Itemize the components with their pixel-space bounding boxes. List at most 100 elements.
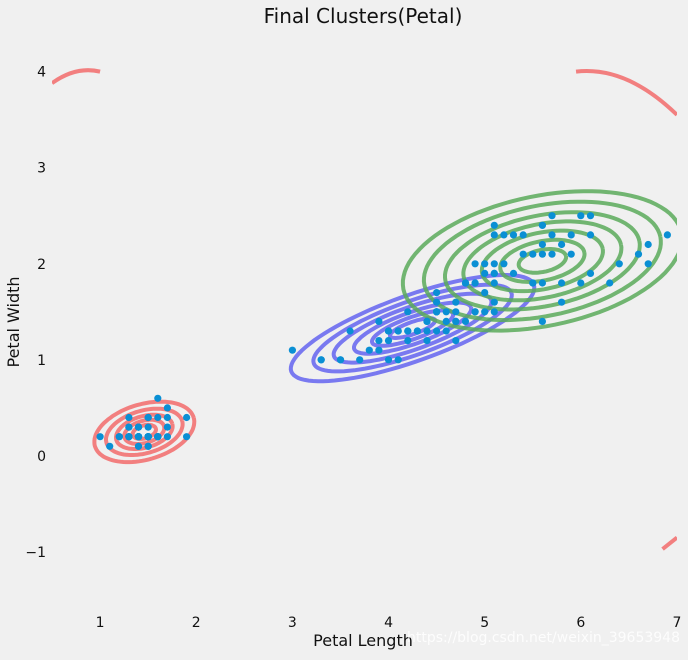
data-point xyxy=(471,308,479,316)
x-tick-label: 4 xyxy=(384,615,393,631)
cluster-3-contour xyxy=(516,247,569,275)
data-point xyxy=(144,413,152,422)
data-point xyxy=(471,260,479,268)
data-point xyxy=(500,260,508,268)
data-point xyxy=(288,346,296,354)
data-point xyxy=(384,327,393,335)
y-tick-label: 2 xyxy=(37,257,46,273)
data-point xyxy=(317,356,325,364)
data-point xyxy=(644,260,652,268)
data-point xyxy=(586,212,595,220)
data-point xyxy=(558,240,566,249)
data-point xyxy=(433,289,441,297)
y-axis-ticks: −1 0 1 2 3 4 xyxy=(25,65,46,561)
cluster-1-contour xyxy=(114,412,175,451)
data-point xyxy=(490,279,498,287)
data-point xyxy=(538,221,547,229)
data-point xyxy=(404,327,412,335)
cluster-1-contour xyxy=(92,399,197,465)
data-point xyxy=(481,269,489,277)
x-axis-label: Petal Length xyxy=(313,631,413,650)
data-point xyxy=(433,308,441,316)
y-axis-label: Petal Width xyxy=(4,276,23,367)
data-point xyxy=(442,317,450,325)
data-point xyxy=(163,404,171,412)
data-point xyxy=(490,298,498,306)
data-point xyxy=(490,231,498,239)
data-point xyxy=(134,442,143,450)
data-point xyxy=(452,337,460,345)
data-point xyxy=(96,433,104,441)
data-point xyxy=(404,337,412,345)
data-point xyxy=(356,356,364,364)
x-axis-ticks: 1 2 3 4 5 6 7 xyxy=(96,615,682,631)
data-point xyxy=(452,317,460,325)
data-point xyxy=(577,212,585,220)
cluster-3-contour xyxy=(443,210,642,312)
data-point xyxy=(163,433,171,441)
y-tick-label: 4 xyxy=(37,65,46,81)
data-point xyxy=(365,346,373,354)
data-point xyxy=(163,413,171,422)
data-point xyxy=(394,356,402,364)
data-point xyxy=(586,269,595,277)
data-point xyxy=(538,240,547,249)
data-point xyxy=(461,279,470,287)
data-point xyxy=(115,433,123,441)
data-point xyxy=(490,221,498,229)
y-tick-label: −1 xyxy=(25,545,46,561)
data-point xyxy=(125,433,133,441)
data-point xyxy=(423,327,431,335)
edge-contour-arcs xyxy=(52,68,677,551)
cluster-2-contour xyxy=(288,273,537,384)
data-point xyxy=(375,346,383,354)
data-point xyxy=(529,250,537,258)
chart-title: Final Clusters(Petal) xyxy=(264,4,463,28)
data-point xyxy=(548,231,556,239)
data-point xyxy=(500,231,508,239)
data-point xyxy=(509,231,518,239)
cluster-1-outer-contour xyxy=(661,535,677,551)
data-point xyxy=(134,433,143,441)
data-point xyxy=(538,250,547,258)
data-point xyxy=(490,269,498,277)
data-point xyxy=(481,260,489,268)
data-point xyxy=(442,308,450,316)
data-point xyxy=(404,308,412,316)
data-point xyxy=(423,337,431,345)
x-tick-label: 7 xyxy=(673,615,682,631)
data-point xyxy=(154,394,162,402)
data-point xyxy=(375,337,383,345)
data-point xyxy=(490,308,498,316)
cluster-1-outer-contour xyxy=(575,69,677,117)
data-point xyxy=(615,260,623,268)
data-point xyxy=(144,433,152,441)
data-point xyxy=(433,298,441,306)
data-point xyxy=(461,317,470,325)
data-point xyxy=(558,279,566,287)
cluster-3-contour xyxy=(461,219,624,303)
x-tick-label: 6 xyxy=(576,615,585,631)
watermark: https://blog.csdn.net/weixin_39653948 xyxy=(407,630,680,646)
data-point xyxy=(567,250,575,258)
x-tick-label: 5 xyxy=(480,615,489,631)
data-point xyxy=(509,269,518,277)
data-point xyxy=(586,231,595,239)
cluster-1-contour xyxy=(104,406,185,457)
data-point xyxy=(144,423,152,431)
data-point xyxy=(125,413,133,422)
data-point xyxy=(163,423,171,431)
cluster-3-contour xyxy=(400,189,677,333)
data-point xyxy=(481,289,489,297)
cluster-2-contour xyxy=(311,282,514,374)
data-point xyxy=(481,308,489,316)
data-point xyxy=(490,260,498,268)
data-point xyxy=(663,231,672,239)
data-point xyxy=(384,337,393,345)
data-point xyxy=(375,317,383,325)
data-point xyxy=(336,356,345,364)
data-point xyxy=(413,327,421,335)
data-point xyxy=(577,279,585,287)
y-tick-label: 3 xyxy=(37,161,46,177)
